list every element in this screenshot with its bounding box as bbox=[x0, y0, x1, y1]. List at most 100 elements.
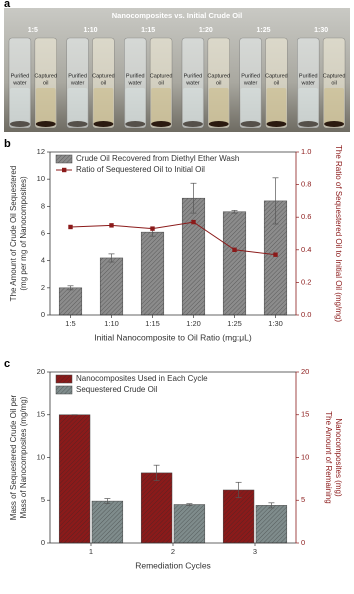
line-marker bbox=[150, 226, 155, 231]
vial-label: Captured bbox=[34, 73, 57, 79]
vial-bottom bbox=[266, 121, 287, 127]
line-marker bbox=[232, 247, 237, 252]
error-bar bbox=[268, 502, 275, 509]
vial-bottom bbox=[125, 121, 146, 127]
panel-label: b bbox=[4, 138, 11, 150]
error-bar bbox=[67, 285, 74, 291]
y2-tick-label: 0.6 bbox=[301, 212, 311, 221]
vial-label: water bbox=[70, 80, 85, 86]
y-tick-label: 4 bbox=[41, 256, 45, 265]
ratio-label: 1:25 bbox=[256, 27, 270, 34]
legend-label: Crude Oil Recovered from Diethyl Ether W… bbox=[76, 154, 239, 163]
bar bbox=[181, 197, 206, 316]
y2-axis-title: The Amount of Remaining bbox=[324, 411, 333, 504]
error-bar bbox=[190, 182, 197, 214]
bar bbox=[255, 505, 288, 544]
vial-label: oil bbox=[216, 80, 222, 86]
error-bar bbox=[186, 503, 193, 506]
vial-label: oil bbox=[158, 80, 164, 86]
x-tick-label: 1:5 bbox=[65, 319, 75, 328]
vial-label: oil bbox=[43, 80, 49, 86]
legend-marker bbox=[62, 167, 67, 173]
vial-label: Captured bbox=[265, 73, 288, 79]
vial-liquid bbox=[240, 88, 261, 124]
vial-bottom bbox=[183, 121, 203, 127]
legend-swatch bbox=[55, 154, 73, 164]
vial-label: water bbox=[243, 80, 258, 86]
error-bar bbox=[231, 210, 238, 214]
vial-label: oil bbox=[101, 80, 107, 86]
x-tick-label: 1 bbox=[89, 547, 93, 556]
vial-label: Purified bbox=[184, 73, 203, 79]
ratio-label: 1:20 bbox=[199, 27, 213, 34]
vial-liquid bbox=[35, 88, 56, 124]
y2-tick-label: 0.8 bbox=[301, 180, 311, 189]
x-tick-label: 1:20 bbox=[186, 319, 201, 328]
y-axis-title: Mass of Nanocomposites (mg/mg) bbox=[19, 396, 28, 518]
legend-label: Sequestered Crude Oil bbox=[76, 385, 158, 394]
vial-liquid bbox=[298, 88, 319, 124]
line-marker bbox=[109, 223, 114, 228]
y-tick-label: 10 bbox=[37, 174, 45, 183]
error-bar bbox=[235, 481, 242, 499]
y2-tick-label: 0.4 bbox=[301, 245, 311, 254]
y-tick-label: 12 bbox=[37, 147, 45, 156]
photo-background bbox=[4, 8, 350, 132]
y-tick-label: 0 bbox=[41, 538, 45, 547]
x-tick-label: 1:25 bbox=[227, 319, 242, 328]
y-tick-label: 10 bbox=[37, 452, 45, 461]
y2-axis-title: The Ratio of Sequestered Oil to Initial … bbox=[334, 145, 343, 322]
vial-bottom bbox=[240, 121, 261, 127]
vial-liquid bbox=[183, 88, 203, 124]
y-axis-title: (mg per mg of Nanocomposites) bbox=[19, 176, 28, 291]
error-bar bbox=[104, 498, 111, 505]
vial-bottom bbox=[324, 121, 345, 127]
vial-label: water bbox=[128, 80, 143, 86]
y-tick-label: 0 bbox=[41, 310, 45, 319]
vial-label: Purified bbox=[126, 73, 145, 79]
error-bar bbox=[153, 464, 160, 481]
line-marker bbox=[68, 224, 73, 230]
bar bbox=[222, 211, 247, 316]
vial-label: oil bbox=[274, 80, 280, 86]
vial-liquid bbox=[266, 88, 287, 124]
y2-tick-label: 1.0 bbox=[301, 147, 311, 156]
vial-label: Captured bbox=[207, 73, 230, 79]
bar bbox=[99, 257, 124, 316]
bar bbox=[58, 414, 91, 544]
y-tick-label: 5 bbox=[41, 495, 45, 504]
line-marker bbox=[273, 252, 278, 257]
panel-label: c bbox=[4, 358, 10, 370]
legend-swatch bbox=[55, 374, 73, 384]
x-tick-label: 1:30 bbox=[268, 319, 283, 328]
y2-tick-label: 15 bbox=[301, 410, 309, 419]
y2-tick-label: 20 bbox=[301, 367, 309, 376]
vial-bottom bbox=[93, 121, 114, 127]
vial-bottom bbox=[9, 121, 30, 127]
vial-label: Captured bbox=[150, 73, 173, 79]
legend-label: Nanocomposites Used in Each Cycle bbox=[76, 374, 208, 383]
x-tick-label: 3 bbox=[253, 547, 257, 556]
line-marker bbox=[191, 219, 196, 225]
y-tick-label: 2 bbox=[41, 283, 45, 292]
y2-tick-label: 0.0 bbox=[301, 310, 311, 319]
x-tick-label: 1:15 bbox=[145, 319, 160, 328]
panel-label: a bbox=[4, 0, 11, 10]
vial-label: Purified bbox=[241, 73, 260, 79]
vial-label: Purified bbox=[11, 73, 30, 79]
x-tick-label: 1:10 bbox=[104, 319, 119, 328]
vial-liquid bbox=[125, 88, 146, 124]
legend-label: Ratio of Sequestered Oil to Initial Oil bbox=[76, 165, 205, 174]
vial-label: water bbox=[301, 80, 316, 86]
y2-tick-label: 10 bbox=[301, 452, 309, 461]
vial-bottom bbox=[208, 121, 229, 127]
x-axis-title: Remediation Cycles bbox=[135, 560, 211, 570]
ratio-label: 1:5 bbox=[28, 27, 38, 34]
vial-liquid bbox=[67, 88, 88, 124]
error-bar bbox=[272, 177, 279, 225]
y2-tick-label: 5 bbox=[301, 495, 305, 504]
vial-bottom bbox=[298, 121, 319, 127]
vial-liquid bbox=[93, 88, 114, 124]
legend-swatch bbox=[55, 385, 73, 395]
